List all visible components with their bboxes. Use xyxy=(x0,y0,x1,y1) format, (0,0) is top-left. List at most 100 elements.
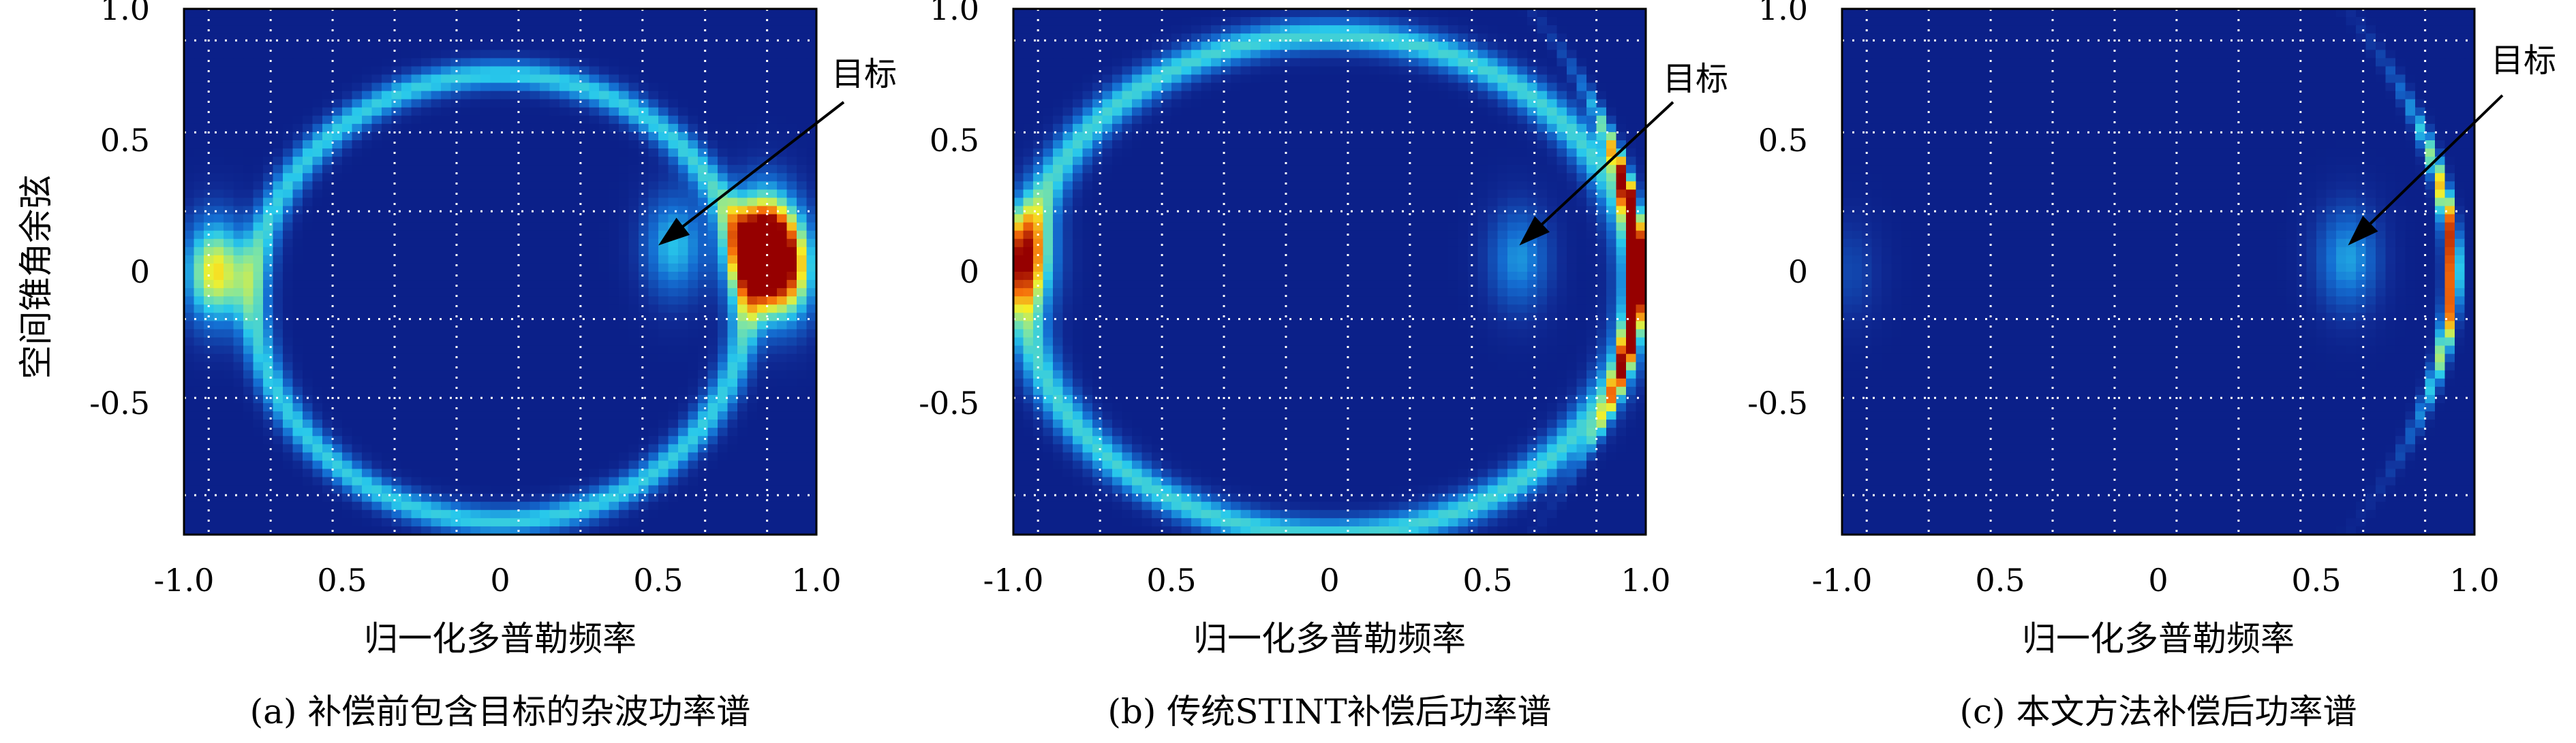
heatmap-cell xyxy=(619,477,630,486)
heatmap-cell xyxy=(490,214,501,223)
heatmap-cell xyxy=(1389,91,1400,100)
heatmap-cell xyxy=(530,526,540,535)
heatmap-cell xyxy=(490,469,501,478)
heatmap-cell xyxy=(797,296,808,305)
heatmap-cell xyxy=(698,99,709,108)
heatmap-cell xyxy=(490,197,501,207)
heatmap-cell xyxy=(184,50,195,59)
heatmap-cell xyxy=(1161,25,1172,34)
heatmap-cell xyxy=(569,58,580,67)
heatmap-cell xyxy=(658,181,669,190)
heatmap-cell xyxy=(579,337,590,347)
heatmap-cell xyxy=(678,272,689,281)
heatmap-cell xyxy=(698,501,709,511)
heatmap-cell xyxy=(1221,107,1231,116)
heatmap-cell xyxy=(1409,50,1420,59)
heatmap-cell xyxy=(391,189,402,199)
heatmap-cell xyxy=(332,17,343,26)
heatmap-cell xyxy=(500,362,511,371)
heatmap-cell xyxy=(628,157,639,165)
heatmap-cell xyxy=(777,460,788,470)
heatmap-cell xyxy=(391,477,402,486)
heatmap-cell xyxy=(619,238,630,248)
heatmap-cell xyxy=(292,157,303,165)
heatmap-cell xyxy=(1438,33,1449,42)
heatmap-cell xyxy=(658,74,669,84)
heatmap-cell xyxy=(213,353,224,363)
heatmap-cell xyxy=(421,157,432,165)
heatmap-cell xyxy=(184,378,195,388)
heatmap-cell xyxy=(718,222,729,232)
heatmap-cell xyxy=(648,222,659,232)
heatmap-cell xyxy=(1310,115,1321,125)
heatmap-cell xyxy=(194,255,204,264)
heatmap-cell xyxy=(233,386,244,396)
heatmap-cell xyxy=(253,255,264,264)
heatmap-cell xyxy=(1221,99,1231,108)
heatmap-cell xyxy=(322,411,333,420)
heatmap-cell xyxy=(806,518,817,527)
heatmap-cell xyxy=(530,123,540,133)
heatmap-cell xyxy=(599,411,610,420)
heatmap-cell xyxy=(540,165,551,174)
heatmap-cell xyxy=(777,321,788,330)
heatmap-cell xyxy=(678,74,689,84)
heatmap-cell xyxy=(184,296,195,305)
heatmap-cell xyxy=(1023,91,1034,100)
heatmap-cell xyxy=(450,115,461,125)
heatmap-cell xyxy=(737,255,748,264)
heatmap-cell xyxy=(668,444,679,453)
heatmap-cell xyxy=(757,107,768,116)
heatmap-cell xyxy=(401,394,412,404)
heatmap-cell xyxy=(273,444,283,453)
heatmap-cell xyxy=(648,115,659,125)
heatmap-cell xyxy=(213,58,224,67)
heatmap-cell xyxy=(243,74,254,84)
heatmap-cell xyxy=(1576,107,1587,116)
heatmap-cell xyxy=(777,337,788,347)
heatmap-cell xyxy=(1043,9,1054,18)
heatmap-cell xyxy=(1300,107,1310,116)
heatmap-cell xyxy=(1369,50,1380,59)
heatmap-cell xyxy=(648,436,659,445)
heatmap-cell xyxy=(194,329,204,338)
heatmap-cell xyxy=(213,280,224,289)
heatmap-cell xyxy=(322,123,333,133)
heatmap-cell xyxy=(263,386,274,396)
heatmap-cell xyxy=(401,140,412,149)
heatmap-cell xyxy=(698,485,709,494)
heatmap-cell xyxy=(263,107,274,116)
heatmap-cell xyxy=(441,394,452,404)
heatmap-cell xyxy=(1300,74,1310,84)
heatmap-cell xyxy=(639,123,649,133)
heatmap-cell xyxy=(283,58,294,67)
heatmap-cell xyxy=(421,444,432,453)
heatmap-cell xyxy=(382,501,393,511)
heatmap-cell xyxy=(1359,42,1370,50)
heatmap-cell xyxy=(648,411,659,420)
heatmap-cell xyxy=(441,526,452,535)
heatmap-cell xyxy=(589,9,600,18)
heatmap-cell xyxy=(431,518,442,527)
heatmap-cell xyxy=(786,411,797,420)
heatmap-cell xyxy=(668,329,679,338)
heatmap-cell xyxy=(757,509,768,519)
heatmap-cell xyxy=(303,337,313,347)
heatmap-cell xyxy=(204,74,215,84)
heatmap-cell xyxy=(727,526,738,535)
heatmap-cell xyxy=(1379,74,1390,84)
heatmap-cell xyxy=(549,386,560,396)
heatmap-cell xyxy=(461,131,472,141)
heatmap-cell xyxy=(707,345,718,355)
heatmap-cell xyxy=(243,485,254,494)
heatmap-cell xyxy=(609,485,619,494)
heatmap-cell xyxy=(292,222,303,232)
heatmap-cell xyxy=(224,296,234,305)
heatmap-cell xyxy=(450,131,461,141)
heatmap-cell xyxy=(411,247,422,256)
heatmap-cell xyxy=(520,255,531,264)
heatmap-cell xyxy=(352,131,363,141)
heatmap-cell xyxy=(273,50,283,59)
heatmap-cell xyxy=(342,173,353,182)
heatmap-cell xyxy=(1171,115,1182,125)
